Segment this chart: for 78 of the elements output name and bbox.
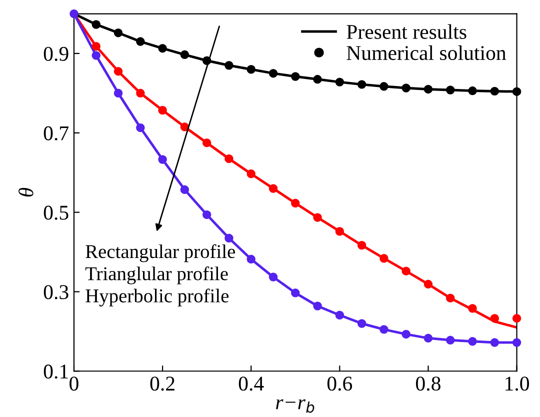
legend-label: Numerical solution bbox=[346, 45, 506, 60]
point bbox=[180, 185, 190, 194]
point bbox=[114, 66, 123, 76]
point bbox=[357, 240, 366, 250]
point bbox=[468, 336, 477, 346]
point bbox=[291, 288, 300, 298]
point bbox=[202, 138, 212, 148]
point bbox=[224, 61, 234, 70]
point bbox=[402, 84, 410, 92]
point bbox=[136, 37, 145, 46]
point bbox=[424, 334, 433, 343]
annotation: Rectangular profile bbox=[86, 244, 236, 262]
point bbox=[424, 84, 433, 94]
point bbox=[313, 74, 322, 84]
point bbox=[357, 80, 366, 89]
point bbox=[158, 44, 167, 53]
point bbox=[424, 280, 433, 289]
point bbox=[268, 184, 278, 193]
point bbox=[446, 336, 455, 345]
point bbox=[158, 155, 167, 164]
x-tick-label: 0 bbox=[70, 376, 78, 391]
point bbox=[92, 42, 100, 51]
point bbox=[291, 198, 300, 208]
point bbox=[268, 68, 278, 78]
point bbox=[114, 88, 123, 98]
x-tick-label: 0.4 bbox=[238, 376, 264, 391]
point bbox=[114, 28, 123, 38]
point bbox=[224, 234, 234, 242]
point bbox=[246, 254, 256, 264]
point bbox=[313, 213, 322, 222]
point bbox=[246, 64, 256, 74]
point bbox=[357, 319, 366, 328]
point bbox=[512, 87, 522, 96]
x-axis-title: r−r$_{b}$ bbox=[276, 399, 314, 413]
point bbox=[468, 304, 477, 313]
point bbox=[402, 266, 410, 276]
point bbox=[402, 330, 410, 339]
point bbox=[202, 210, 212, 220]
point bbox=[224, 154, 234, 164]
annotation: Hyperbolic profile bbox=[86, 288, 229, 306]
point bbox=[380, 82, 388, 91]
point bbox=[380, 254, 388, 263]
x-tick-label: 0.2 bbox=[150, 376, 174, 391]
y-tick-label: 0.9 bbox=[44, 46, 68, 61]
y-tick-label: 0.1 bbox=[44, 364, 68, 379]
point bbox=[335, 226, 344, 236]
x-tick-label: 0.6 bbox=[327, 376, 352, 391]
point bbox=[291, 72, 300, 81]
point bbox=[446, 294, 455, 302]
legend-label: Present results bbox=[346, 24, 466, 39]
point bbox=[335, 78, 344, 86]
point bbox=[313, 302, 322, 310]
point bbox=[380, 325, 388, 334]
point bbox=[180, 122, 190, 132]
point bbox=[468, 86, 477, 96]
point bbox=[446, 86, 455, 94]
point bbox=[136, 123, 145, 132]
point bbox=[490, 314, 500, 323]
annotation: Trianglular profile bbox=[85, 266, 228, 284]
point bbox=[490, 338, 500, 347]
point bbox=[490, 86, 500, 96]
point bbox=[246, 169, 256, 178]
y-tick-label: 0.5 bbox=[44, 206, 68, 220]
x-tick-label: 0.8 bbox=[416, 376, 440, 391]
point bbox=[70, 9, 78, 18]
y-tick-label: 0.3 bbox=[44, 285, 68, 300]
point bbox=[158, 106, 167, 115]
point bbox=[512, 338, 522, 347]
point bbox=[180, 50, 190, 60]
y-axis-title: θ bbox=[18, 188, 34, 197]
point bbox=[335, 310, 344, 320]
point bbox=[512, 314, 522, 323]
point bbox=[268, 272, 278, 282]
y-tick-label: 0.7 bbox=[44, 126, 69, 140]
point bbox=[92, 51, 100, 60]
x-tick-label: 1.0 bbox=[506, 376, 530, 391]
point bbox=[136, 88, 145, 98]
point bbox=[92, 20, 100, 29]
